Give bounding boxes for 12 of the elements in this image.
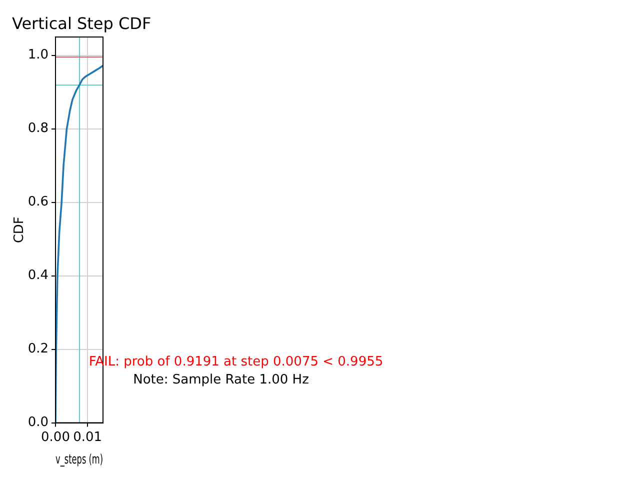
chart-title: Vertical Step CDF <box>12 14 152 33</box>
y-tick-label: 0.4 <box>28 268 48 284</box>
y-tick-label: 0.6 <box>28 194 48 210</box>
y-tick-label: 0.0 <box>28 415 48 430</box>
y-tick-label: 1.0 <box>28 48 48 63</box>
x-tick-label: 0.01 <box>73 430 102 445</box>
x-axis-title: v_steps (m) <box>56 452 103 468</box>
y-tick-label: 0.8 <box>28 121 48 136</box>
text: Note: Sample Rate 1.00 Hz <box>133 372 310 388</box>
y-axis-title: CDF <box>12 216 28 244</box>
x-tick-label: 0.00 <box>41 430 70 445</box>
y-tick-label: 0.2 <box>28 342 48 357</box>
